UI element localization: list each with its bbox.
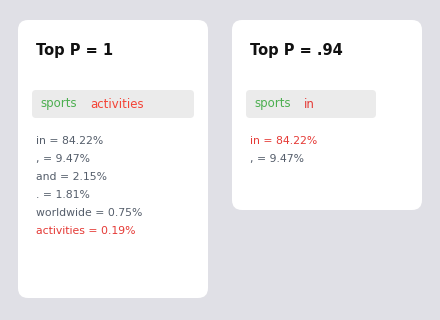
Text: sports: sports: [254, 98, 291, 110]
FancyBboxPatch shape: [246, 90, 376, 118]
FancyBboxPatch shape: [232, 20, 422, 210]
Text: and = 2.15%: and = 2.15%: [36, 172, 107, 182]
Text: worldwide = 0.75%: worldwide = 0.75%: [36, 208, 143, 218]
FancyBboxPatch shape: [18, 20, 208, 298]
Text: sports: sports: [40, 98, 77, 110]
Text: Top P = 1: Top P = 1: [36, 43, 113, 58]
Text: in: in: [304, 98, 315, 110]
FancyBboxPatch shape: [32, 90, 194, 118]
Text: . = 1.81%: . = 1.81%: [36, 190, 90, 200]
Text: activities = 0.19%: activities = 0.19%: [36, 226, 136, 236]
Text: in = 84.22%: in = 84.22%: [36, 136, 103, 146]
Text: , = 9.47%: , = 9.47%: [250, 154, 304, 164]
Text: in = 84.22%: in = 84.22%: [250, 136, 317, 146]
Text: activities: activities: [90, 98, 143, 110]
Text: , = 9.47%: , = 9.47%: [36, 154, 90, 164]
Text: Top P = .94: Top P = .94: [250, 43, 343, 58]
